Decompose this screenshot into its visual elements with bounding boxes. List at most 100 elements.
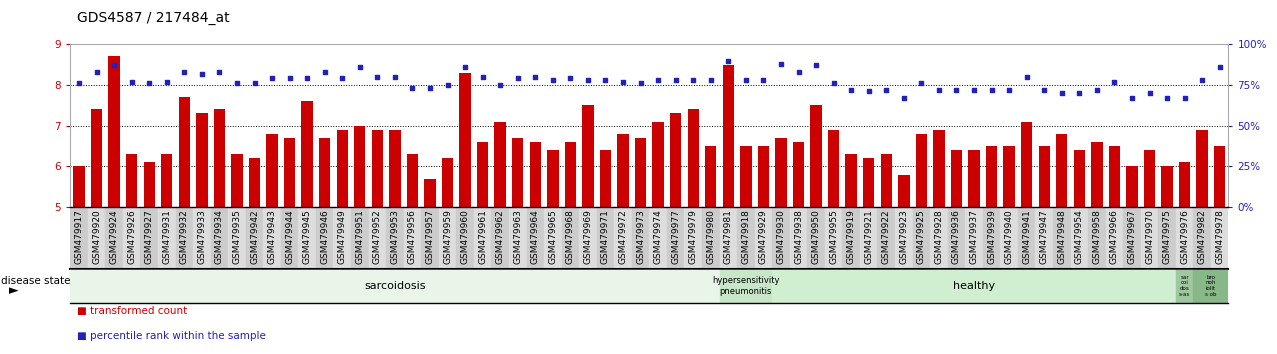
Bar <box>737 207 755 269</box>
Point <box>314 69 335 75</box>
Bar <box>1161 166 1172 207</box>
Bar <box>369 207 386 269</box>
Bar <box>877 207 895 269</box>
Bar <box>789 207 807 269</box>
Bar <box>1056 134 1068 207</box>
Text: GSM479951: GSM479951 <box>355 210 364 264</box>
Point <box>244 80 264 86</box>
Text: GSM479971: GSM479971 <box>601 210 610 264</box>
Text: GSM479976: GSM479976 <box>1180 210 1189 264</box>
Bar <box>474 207 492 269</box>
Bar <box>1124 207 1140 269</box>
Point <box>1139 90 1160 96</box>
Bar <box>1106 207 1124 269</box>
Text: GSM479924: GSM479924 <box>110 210 119 264</box>
Point <box>209 69 230 75</box>
Bar <box>249 158 261 207</box>
Bar <box>773 207 789 269</box>
Text: GSM479942: GSM479942 <box>250 210 259 264</box>
Text: hypersensitivity
pneumonitis: hypersensitivity pneumonitis <box>713 276 780 296</box>
Bar <box>635 138 646 207</box>
Bar <box>843 207 859 269</box>
Bar <box>263 207 281 269</box>
Text: GSM479966: GSM479966 <box>1110 210 1119 264</box>
Text: GSM479938: GSM479938 <box>794 210 803 264</box>
Point <box>647 77 668 83</box>
Bar <box>1088 207 1106 269</box>
Text: GSM479925: GSM479925 <box>917 210 926 264</box>
Bar <box>175 207 193 269</box>
Bar <box>617 134 628 207</box>
Text: GSM479950: GSM479950 <box>812 210 821 264</box>
Bar <box>229 207 245 269</box>
Text: GSM479980: GSM479980 <box>706 210 715 264</box>
Point <box>665 77 686 83</box>
Bar <box>811 105 822 207</box>
Bar <box>562 207 580 269</box>
Text: disease state: disease state <box>1 276 70 286</box>
Bar <box>315 207 333 269</box>
Text: GSM479941: GSM479941 <box>1022 210 1031 264</box>
Bar <box>301 101 313 207</box>
Bar <box>1000 207 1018 269</box>
Bar <box>1144 150 1156 207</box>
Text: GSM479927: GSM479927 <box>144 210 153 264</box>
Text: GDS4587 / 217484_at: GDS4587 / 217484_at <box>77 11 230 25</box>
Text: GSM479965: GSM479965 <box>548 210 557 264</box>
Text: GSM479974: GSM479974 <box>654 210 663 264</box>
Point <box>1016 74 1037 80</box>
Text: GSM479937: GSM479937 <box>969 210 978 264</box>
Point <box>332 76 352 81</box>
Bar <box>123 207 140 269</box>
Point <box>157 79 178 85</box>
Bar <box>895 207 913 269</box>
Bar <box>267 134 278 207</box>
Point <box>490 82 511 88</box>
Bar <box>283 138 295 207</box>
Bar <box>1176 207 1194 269</box>
Bar <box>494 122 506 207</box>
Text: GSM479918: GSM479918 <box>742 210 751 264</box>
Point <box>1121 95 1142 101</box>
Point <box>577 77 598 83</box>
Bar <box>983 207 1000 269</box>
Bar <box>1091 142 1102 207</box>
Point <box>280 76 300 81</box>
Text: GSM479940: GSM479940 <box>1005 210 1014 264</box>
Bar <box>1126 166 1138 207</box>
Bar <box>1194 207 1211 269</box>
Text: GSM479944: GSM479944 <box>285 210 294 264</box>
Text: GSM479967: GSM479967 <box>1128 210 1137 264</box>
Text: GSM479981: GSM479981 <box>724 210 733 264</box>
Text: GSM479922: GSM479922 <box>881 210 891 264</box>
Point <box>771 61 792 67</box>
Point <box>366 74 387 80</box>
Text: healthy: healthy <box>953 281 995 291</box>
Bar <box>913 207 930 269</box>
Text: GSM479959: GSM479959 <box>443 210 452 264</box>
Bar <box>547 150 558 207</box>
Text: GSM479917: GSM479917 <box>74 210 83 264</box>
Bar <box>859 207 877 269</box>
Bar <box>965 207 983 269</box>
Bar <box>126 154 138 207</box>
Text: ►: ► <box>1 284 19 297</box>
Bar <box>442 158 453 207</box>
Bar <box>968 150 979 207</box>
Text: GSM479968: GSM479968 <box>566 210 575 264</box>
Text: GSM479978: GSM479978 <box>1216 210 1225 264</box>
Point <box>964 87 985 93</box>
Text: GSM479982: GSM479982 <box>1198 210 1207 264</box>
Bar <box>143 162 155 207</box>
Bar <box>580 207 596 269</box>
Point <box>420 85 441 91</box>
Bar <box>512 138 524 207</box>
Point <box>736 77 756 83</box>
Point <box>1175 95 1195 101</box>
Bar <box>775 138 787 207</box>
Point <box>753 77 774 83</box>
Bar <box>702 207 719 269</box>
Text: GSM479957: GSM479957 <box>425 210 434 264</box>
Bar <box>863 158 875 207</box>
Bar <box>530 142 541 207</box>
